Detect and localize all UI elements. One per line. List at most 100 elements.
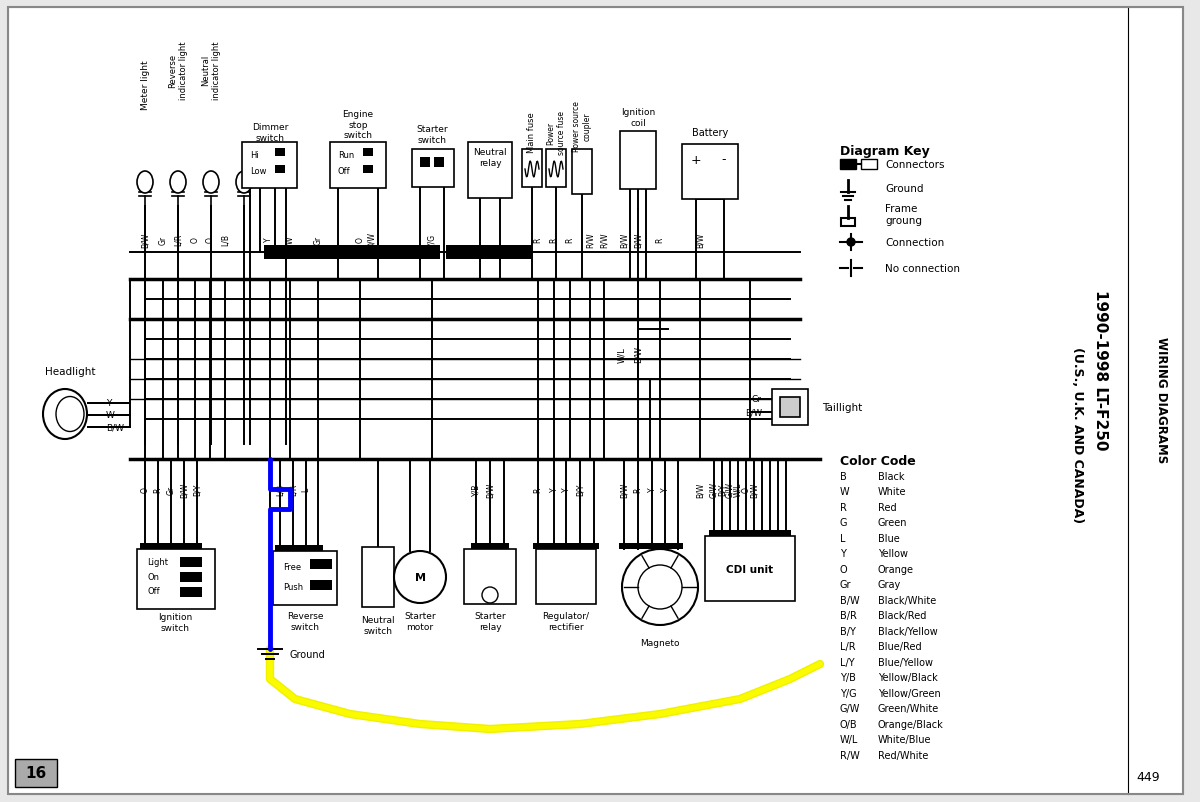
Text: L/B: L/B — [276, 484, 284, 496]
Text: B/R: B/R — [840, 611, 857, 621]
Text: B/W: B/W — [840, 595, 859, 606]
Bar — [270, 245, 440, 260]
Bar — [274, 551, 337, 606]
Bar — [682, 145, 738, 200]
Text: Gr: Gr — [167, 485, 175, 494]
Text: B/Y: B/Y — [192, 484, 202, 496]
Text: L/R: L/R — [840, 642, 856, 652]
Circle shape — [394, 551, 446, 603]
Text: Y: Y — [840, 549, 846, 559]
Text: Main fuse: Main fuse — [528, 112, 536, 153]
Text: Gr: Gr — [752, 395, 762, 404]
Ellipse shape — [43, 390, 88, 439]
Text: R: R — [534, 237, 542, 242]
Text: Black/Yellow: Black/Yellow — [878, 626, 937, 636]
Text: Neutral
switch: Neutral switch — [361, 615, 395, 635]
Text: Gr: Gr — [840, 580, 852, 589]
Circle shape — [482, 587, 498, 603]
Text: W/L: W/L — [733, 482, 743, 496]
Text: R/W: R/W — [586, 232, 594, 248]
Text: 16: 16 — [25, 766, 47, 780]
Text: Run: Run — [338, 150, 354, 160]
Bar — [362, 547, 394, 607]
Circle shape — [622, 549, 698, 626]
Text: Diagram Key: Diagram Key — [840, 145, 930, 158]
Text: Gray: Gray — [878, 580, 901, 589]
Bar — [310, 581, 332, 590]
Text: Y: Y — [660, 487, 670, 492]
Text: 449: 449 — [1136, 771, 1160, 784]
Text: G/W: G/W — [726, 481, 734, 497]
Text: B/W: B/W — [750, 482, 758, 497]
Text: Battery: Battery — [692, 128, 728, 138]
Text: Engine
stop
switch: Engine stop switch — [342, 110, 373, 140]
Bar — [284, 245, 296, 260]
Bar — [310, 559, 332, 569]
Text: B/W: B/W — [106, 423, 124, 432]
Bar — [324, 245, 336, 260]
Text: -: - — [721, 153, 726, 166]
Text: O: O — [355, 237, 365, 243]
Bar — [452, 245, 532, 260]
Text: Power source
coupler: Power source coupler — [572, 101, 592, 152]
Text: Off: Off — [338, 168, 350, 176]
Bar — [412, 150, 454, 188]
Text: L/R: L/R — [174, 233, 182, 246]
Bar — [464, 549, 516, 604]
Text: B/W: B/W — [619, 482, 629, 497]
Text: 1990-1998 LT-F250: 1990-1998 LT-F250 — [1092, 290, 1108, 450]
Text: Power
source fuse: Power source fuse — [546, 111, 565, 155]
Text: (U.S., U.K. AND CANADA): (U.S., U.K. AND CANADA) — [1072, 346, 1085, 522]
Text: O/B: O/B — [840, 719, 858, 729]
Bar — [180, 573, 202, 582]
Text: Dimmer
switch: Dimmer switch — [252, 124, 288, 143]
Ellipse shape — [137, 172, 154, 194]
Text: L: L — [840, 533, 846, 543]
Text: Reverse
switch: Reverse switch — [287, 612, 323, 631]
Text: Low: Low — [250, 168, 266, 176]
Bar — [862, 160, 877, 170]
Text: O: O — [140, 487, 150, 492]
Text: Ground: Ground — [886, 184, 924, 194]
Text: B/W: B/W — [180, 482, 188, 497]
Text: Connectors: Connectors — [886, 160, 944, 170]
Text: Meter light: Meter light — [140, 60, 150, 110]
Text: Hi: Hi — [250, 150, 259, 160]
Bar — [533, 543, 599, 549]
Bar — [434, 158, 444, 168]
Text: B: B — [840, 472, 847, 481]
Bar — [464, 245, 476, 260]
Text: Gr: Gr — [313, 235, 323, 245]
Text: W/L: W/L — [840, 735, 858, 744]
Text: G/W: G/W — [709, 481, 719, 497]
Bar — [275, 149, 286, 157]
Text: Y/G: Y/G — [840, 688, 857, 698]
Text: L/Y: L/Y — [840, 657, 854, 667]
Bar — [470, 543, 509, 549]
Text: Neutral
indicator light: Neutral indicator light — [202, 42, 221, 100]
Bar — [536, 549, 596, 604]
Text: W/L: W/L — [618, 346, 626, 363]
Text: R: R — [154, 487, 162, 492]
Text: Color Code: Color Code — [840, 455, 916, 468]
Text: R/W: R/W — [600, 232, 608, 248]
Text: Free: Free — [283, 563, 301, 572]
Ellipse shape — [56, 397, 84, 432]
Text: Yellow/Black: Yellow/Black — [878, 673, 937, 683]
Text: B/W: B/W — [634, 346, 642, 363]
Text: Connection: Connection — [886, 237, 944, 248]
Text: O: O — [742, 487, 750, 492]
Bar — [140, 543, 202, 549]
Text: O: O — [191, 237, 199, 243]
Text: L/B: L/B — [221, 233, 229, 245]
Text: R: R — [634, 487, 642, 492]
Text: Starter
switch: Starter switch — [416, 125, 448, 144]
Bar — [14, 759, 58, 787]
Text: B/W: B/W — [619, 232, 629, 247]
Ellipse shape — [236, 172, 252, 194]
Bar — [275, 166, 286, 174]
Text: Yellow: Yellow — [878, 549, 908, 559]
Text: Reverse
indicator light: Reverse indicator light — [168, 42, 187, 100]
Text: Gr: Gr — [158, 235, 168, 245]
Text: Red/White: Red/White — [878, 750, 929, 760]
